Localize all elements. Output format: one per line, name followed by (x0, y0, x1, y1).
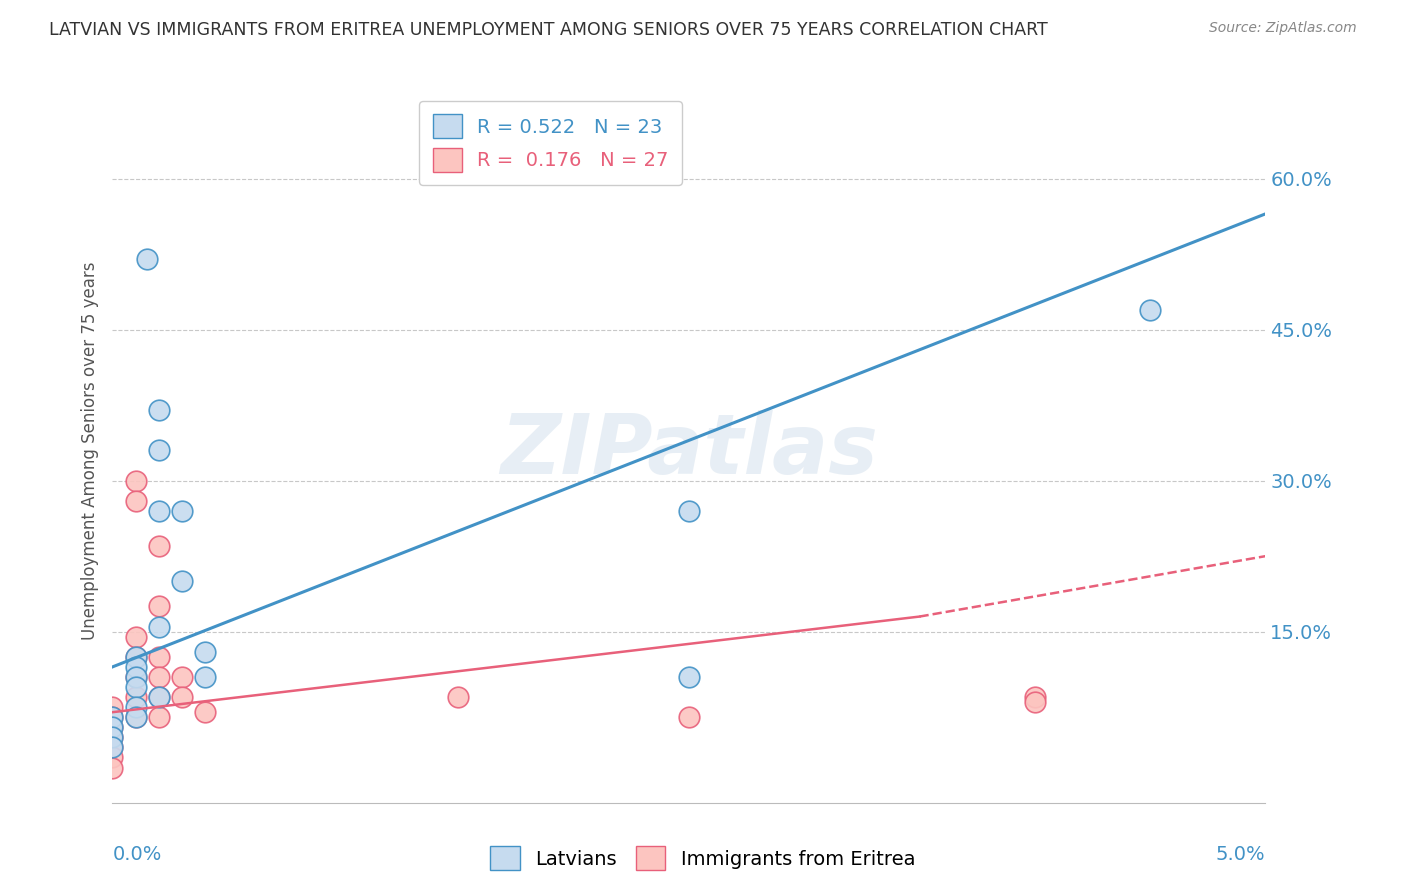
Point (148, 690, 170, 705)
Point (148, 599, 170, 614)
Point (148, 710, 170, 724)
Point (124, 649, 146, 664)
Point (148, 649, 170, 664)
Point (124, 670, 146, 684)
Point (124, 660, 146, 674)
Point (1139, 302, 1161, 317)
Point (148, 539, 170, 553)
Point (124, 649, 146, 664)
Point (101, 720, 124, 734)
Point (194, 705, 217, 719)
Point (170, 670, 193, 684)
Point (678, 670, 700, 684)
Text: LATVIAN VS IMMIGRANTS FROM ERITREA UNEMPLOYMENT AMONG SENIORS OVER 75 YEARS CORR: LATVIAN VS IMMIGRANTS FROM ERITREA UNEMP… (49, 21, 1047, 38)
Point (447, 690, 470, 705)
Point (148, 620, 170, 634)
Point (101, 750, 124, 764)
Point (124, 680, 146, 694)
Text: ZIPatlas: ZIPatlas (501, 410, 877, 491)
Point (101, 731, 124, 745)
Y-axis label: Unemployment Among Seniors over 75 years: Unemployment Among Seniors over 75 years (80, 261, 98, 640)
Point (136, 252, 159, 267)
Point (101, 710, 124, 724)
Point (170, 690, 193, 705)
Point (124, 690, 146, 705)
Point (148, 670, 170, 684)
Point (124, 710, 146, 724)
Text: 5.0%: 5.0% (1216, 845, 1265, 864)
Point (124, 710, 146, 724)
Point (101, 760, 124, 774)
Point (170, 574, 193, 589)
Point (148, 403, 170, 417)
Point (148, 504, 170, 518)
Point (678, 504, 700, 518)
Legend: Latvians, Immigrants from Eritrea: Latvians, Immigrants from Eritrea (482, 838, 924, 878)
Point (101, 731, 124, 745)
Point (1024, 690, 1046, 705)
Point (124, 630, 146, 644)
Text: 0.0%: 0.0% (112, 845, 162, 864)
Point (194, 670, 217, 684)
Text: Source: ZipAtlas.com: Source: ZipAtlas.com (1209, 21, 1357, 35)
Legend: R = 0.522   N = 23, R =  0.176   N = 27: R = 0.522 N = 23, R = 0.176 N = 27 (419, 101, 682, 186)
Point (101, 720, 124, 734)
Point (101, 740, 124, 755)
Point (678, 710, 700, 724)
Point (170, 504, 193, 518)
Point (148, 690, 170, 705)
Point (124, 474, 146, 488)
Point (1024, 695, 1046, 709)
Point (148, 443, 170, 458)
Point (124, 670, 146, 684)
Point (124, 493, 146, 508)
Point (101, 700, 124, 714)
Point (194, 645, 217, 659)
Point (101, 710, 124, 724)
Point (101, 740, 124, 755)
Point (124, 700, 146, 714)
